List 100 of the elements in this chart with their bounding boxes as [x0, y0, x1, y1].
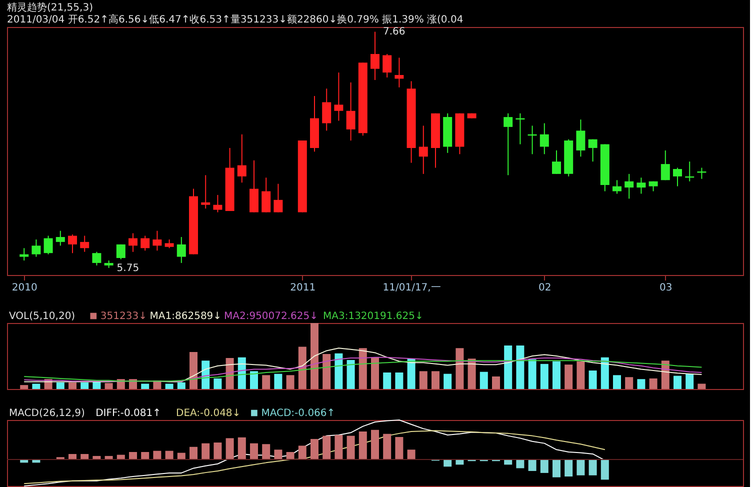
bar	[56, 382, 64, 389]
bar	[104, 383, 113, 389]
bar	[20, 385, 28, 389]
candlestick	[394, 57, 404, 88]
bar	[262, 444, 270, 460]
annotation: 7.66	[383, 26, 406, 38]
candlestick	[370, 31, 380, 80]
bar	[141, 384, 150, 389]
bar	[395, 372, 404, 389]
x-tick-label: 11/01/17,一	[382, 282, 441, 294]
bar	[68, 382, 76, 389]
candlestick	[213, 194, 222, 213]
candlestick	[250, 160, 258, 213]
bar	[552, 460, 560, 478]
candlestick	[540, 122, 549, 155]
bar	[129, 452, 137, 460]
bar	[649, 378, 658, 389]
text: MA2:950072.625↓	[224, 311, 318, 322]
x-tick-label: 2011	[290, 282, 316, 294]
bar	[600, 357, 609, 389]
candlestick	[128, 232, 138, 252]
bar	[480, 372, 488, 389]
text: MA3:1320191.625↓	[323, 311, 424, 322]
bar	[250, 443, 258, 460]
bar	[177, 382, 186, 389]
chart-subtitle: 2011/03/04 开6.52↑高6.56↓低6.47↑收6.53↑量351233↓额22860↓换0.79% 振1.39% 涨(0.04	[7, 14, 464, 26]
bar	[238, 357, 246, 389]
bar	[226, 358, 234, 389]
chart-title: 精灵趋势(21,55,3)	[7, 2, 94, 14]
bar	[468, 358, 476, 389]
bar	[202, 443, 210, 460]
bar	[153, 450, 162, 460]
candlestick	[20, 248, 29, 261]
bar	[383, 372, 392, 389]
bar	[334, 353, 343, 389]
bar	[214, 442, 222, 460]
candlestick	[262, 177, 271, 213]
bar	[238, 437, 246, 460]
candlestick	[32, 238, 41, 258]
bar	[322, 354, 331, 389]
bar	[625, 377, 634, 389]
bar	[165, 384, 174, 389]
bar	[564, 364, 573, 389]
x-tick-label: 03	[660, 282, 672, 294]
bar	[68, 454, 76, 460]
candlestick	[176, 236, 186, 264]
candlestick	[56, 230, 65, 246]
bar	[298, 446, 306, 460]
bar	[346, 436, 355, 460]
bar	[358, 348, 367, 389]
bar	[141, 452, 150, 460]
bar	[528, 359, 536, 389]
bar	[600, 460, 609, 480]
bar	[686, 374, 694, 389]
bar	[310, 323, 318, 389]
candlestick	[80, 235, 90, 252]
bar	[129, 379, 137, 389]
candlestick	[612, 180, 622, 194]
annotation: 5.75	[116, 262, 140, 274]
candlestick	[636, 177, 646, 194]
bar	[674, 376, 682, 389]
bar	[190, 352, 198, 389]
candlestick	[201, 174, 210, 210]
bar	[698, 384, 706, 389]
candlestick	[624, 173, 634, 200]
text: MA1:862589↓	[150, 311, 222, 322]
bar	[637, 379, 646, 389]
candlestick	[673, 167, 682, 187]
bar	[395, 436, 404, 460]
bar	[528, 460, 536, 471]
bar	[516, 345, 524, 389]
candlestick	[68, 234, 77, 254]
bar	[250, 371, 258, 389]
candlestick	[576, 119, 586, 158]
candlestick	[274, 183, 283, 213]
bar	[588, 370, 597, 389]
candlestick	[92, 251, 102, 266]
bar	[552, 361, 560, 389]
bar	[346, 360, 355, 389]
candlestick	[552, 150, 561, 174]
bar	[588, 460, 597, 476]
bar	[540, 364, 548, 389]
bar	[516, 460, 524, 468]
x-tick-label: 02	[538, 282, 552, 294]
candlestick	[346, 82, 356, 142]
bar	[214, 378, 222, 389]
bar	[298, 346, 306, 389]
bar	[80, 454, 89, 460]
text: DIFF:-0.081↑	[96, 408, 161, 419]
bar	[407, 358, 416, 389]
bar	[444, 374, 452, 389]
bar	[576, 460, 585, 476]
bar	[371, 357, 379, 389]
legend-label: 351233↓	[100, 311, 147, 322]
bar	[371, 430, 379, 460]
bar	[262, 375, 270, 389]
bar	[492, 376, 500, 389]
candlestick	[44, 235, 53, 255]
candlestick	[382, 53, 392, 78]
bar	[407, 450, 416, 460]
